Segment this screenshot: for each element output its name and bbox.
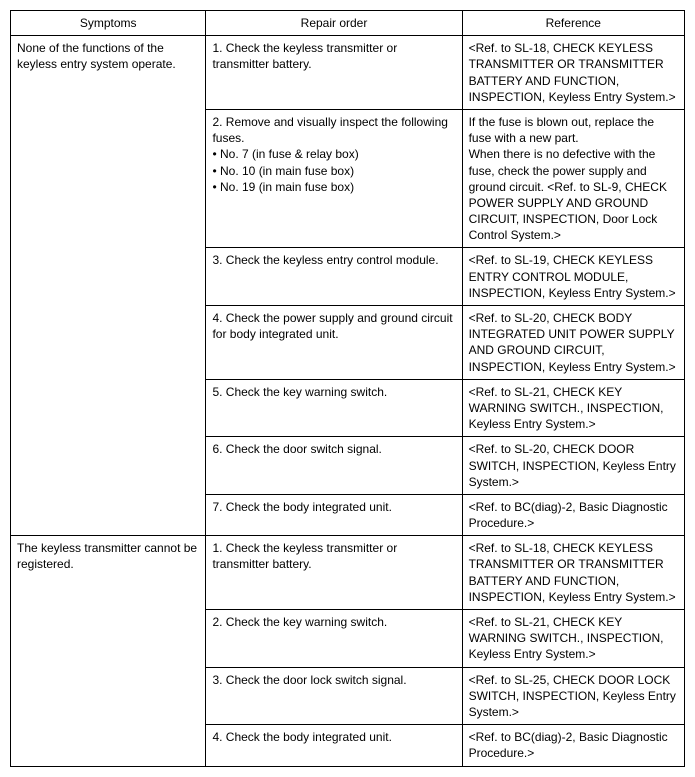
- repair-cell: 6. Check the door switch signal.: [206, 437, 462, 495]
- repair-cell: 2. Remove and visually inspect the follo…: [206, 109, 462, 248]
- troubleshooting-table: Symptoms Repair order Reference None of …: [10, 10, 685, 767]
- symptom-cell: The keyless transmitter cannot be regist…: [11, 536, 206, 766]
- reference-cell: <Ref. to SL-18, CHECK KEYLESS TRANSMITTE…: [462, 36, 684, 110]
- repair-cell: 7. Check the body integrated unit.: [206, 494, 462, 535]
- col-header-symptoms: Symptoms: [11, 11, 206, 36]
- reference-cell: <Ref. to SL-25, CHECK DOOR LOCK SWITCH, …: [462, 667, 684, 725]
- table-row: None of the functions of the keyless ent…: [11, 36, 685, 110]
- table-row: The keyless transmitter cannot be regist…: [11, 536, 685, 610]
- symptom-cell: None of the functions of the keyless ent…: [11, 36, 206, 536]
- repair-bullet-list: No. 7 (in fuse & relay box) No. 10 (in m…: [212, 146, 455, 195]
- reference-cell: <Ref. to SL-20, CHECK BODY INTEGRATED UN…: [462, 306, 684, 380]
- repair-cell: 1. Check the keyless transmitter or tran…: [206, 36, 462, 110]
- repair-cell: 1. Check the keyless transmitter or tran…: [206, 536, 462, 610]
- col-header-repair: Repair order: [206, 11, 462, 36]
- reference-cell: <Ref. to SL-21, CHECK KEY WARNING SWITCH…: [462, 379, 684, 437]
- reference-cell: <Ref. to SL-21, CHECK KEY WARNING SWITCH…: [462, 610, 684, 668]
- repair-intro: 2. Remove and visually inspect the follo…: [212, 114, 455, 146]
- repair-cell: 4. Check the power supply and ground cir…: [206, 306, 462, 380]
- reference-cell: <Ref. to BC(diag)-2, Basic Diagnostic Pr…: [462, 494, 684, 535]
- header-row: Symptoms Repair order Reference: [11, 11, 685, 36]
- reference-cell: <Ref. to SL-20, CHECK DOOR SWITCH, INSPE…: [462, 437, 684, 495]
- reference-cell: <Ref. to SL-19, CHECK KEYLESS ENTRY CONT…: [462, 248, 684, 306]
- repair-cell: 2. Check the key warning switch.: [206, 610, 462, 668]
- repair-bullet: No. 7 (in fuse & relay box): [212, 146, 455, 162]
- repair-bullet: No. 10 (in main fuse box): [212, 163, 455, 179]
- repair-cell: 4. Check the body integrated unit.: [206, 725, 462, 766]
- repair-cell: 3. Check the door lock switch signal.: [206, 667, 462, 725]
- repair-cell: 3. Check the keyless entry control modul…: [206, 248, 462, 306]
- col-header-reference: Reference: [462, 11, 684, 36]
- repair-bullet: No. 19 (in main fuse box): [212, 179, 455, 195]
- reference-cell: <Ref. to BC(diag)-2, Basic Diagnostic Pr…: [462, 725, 684, 766]
- reference-cell: If the fuse is blown out, replace the fu…: [462, 109, 684, 248]
- reference-cell: <Ref. to SL-18, CHECK KEYLESS TRANSMITTE…: [462, 536, 684, 610]
- repair-cell: 5. Check the key warning switch.: [206, 379, 462, 437]
